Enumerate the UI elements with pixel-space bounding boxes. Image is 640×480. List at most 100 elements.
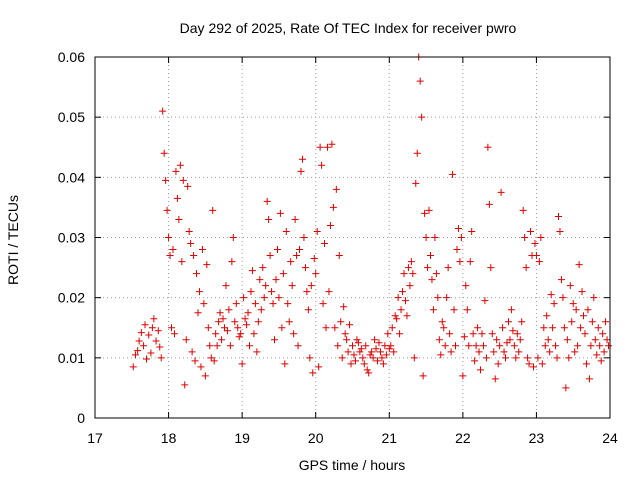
data-point bbox=[241, 315, 249, 323]
y-tick-label: 0.01 bbox=[58, 350, 85, 366]
data-point bbox=[288, 282, 296, 290]
data-point bbox=[406, 282, 414, 290]
data-point bbox=[269, 300, 277, 308]
data-point bbox=[300, 234, 308, 241]
data-point bbox=[602, 318, 610, 326]
data-point bbox=[168, 324, 176, 332]
data-point bbox=[212, 330, 220, 338]
data-point bbox=[323, 143, 331, 151]
data-point bbox=[541, 342, 549, 350]
data-point bbox=[438, 318, 446, 326]
data-point bbox=[262, 282, 270, 290]
data-point bbox=[357, 345, 365, 353]
data-point bbox=[449, 170, 457, 178]
data-point bbox=[525, 360, 533, 368]
data-point bbox=[481, 297, 489, 305]
data-point bbox=[316, 143, 324, 151]
data-point bbox=[365, 369, 373, 377]
data-point bbox=[268, 288, 276, 296]
data-point bbox=[560, 324, 568, 332]
data-point bbox=[228, 258, 236, 266]
data-point bbox=[335, 252, 343, 260]
data-point bbox=[213, 342, 221, 350]
data-point bbox=[426, 252, 434, 260]
data-point bbox=[569, 300, 577, 308]
data-point bbox=[178, 258, 186, 266]
data-point bbox=[422, 234, 430, 241]
data-point bbox=[447, 348, 455, 356]
data-point bbox=[368, 348, 376, 356]
data-point bbox=[260, 294, 268, 302]
data-point bbox=[478, 330, 486, 338]
data-point bbox=[547, 291, 555, 299]
data-point bbox=[534, 354, 542, 362]
data-point bbox=[216, 309, 224, 317]
data-point bbox=[309, 369, 317, 377]
data-point bbox=[524, 354, 532, 362]
data-point bbox=[515, 348, 523, 356]
data-point bbox=[275, 294, 283, 302]
data-point bbox=[429, 306, 437, 314]
data-point bbox=[443, 294, 451, 302]
data-point bbox=[360, 360, 368, 368]
data-point bbox=[235, 333, 243, 341]
data-point bbox=[257, 306, 265, 314]
data-point bbox=[237, 330, 245, 338]
data-point bbox=[452, 342, 459, 350]
data-point bbox=[147, 349, 155, 357]
data-point bbox=[265, 215, 273, 223]
data-point bbox=[206, 342, 214, 350]
data-point bbox=[157, 354, 165, 362]
data-point bbox=[279, 270, 287, 278]
data-point bbox=[359, 354, 367, 362]
data-point bbox=[603, 336, 611, 344]
data-point bbox=[582, 360, 590, 368]
data-point bbox=[580, 312, 588, 320]
data-point bbox=[479, 342, 487, 350]
data-point bbox=[351, 357, 359, 365]
data-point bbox=[453, 246, 461, 254]
data-point bbox=[441, 342, 449, 350]
data-point bbox=[135, 337, 143, 345]
data-point bbox=[374, 357, 382, 365]
data-point bbox=[468, 227, 476, 235]
data-point bbox=[587, 342, 595, 350]
data-point bbox=[565, 354, 573, 362]
data-point bbox=[154, 327, 162, 335]
data-point bbox=[529, 363, 537, 371]
data-point bbox=[334, 342, 342, 350]
data-point bbox=[251, 300, 259, 308]
data-point bbox=[338, 354, 346, 362]
data-point bbox=[165, 234, 173, 241]
data-point bbox=[353, 336, 361, 344]
data-point bbox=[585, 375, 593, 383]
data-point bbox=[129, 363, 137, 371]
data-point bbox=[263, 197, 271, 205]
data-point bbox=[540, 324, 548, 332]
data-point bbox=[346, 321, 354, 329]
data-point bbox=[231, 318, 239, 326]
data-point bbox=[331, 324, 339, 332]
data-point bbox=[340, 303, 348, 311]
data-point bbox=[416, 77, 424, 85]
y-tick-label: 0.06 bbox=[58, 49, 85, 65]
data-point bbox=[577, 324, 585, 332]
data-point bbox=[382, 351, 390, 359]
data-point bbox=[444, 264, 452, 272]
y-tick-label: 0.02 bbox=[58, 290, 85, 306]
data-point bbox=[435, 336, 443, 344]
data-point bbox=[596, 342, 604, 350]
data-point bbox=[512, 354, 520, 362]
data-point bbox=[356, 348, 364, 356]
data-point bbox=[418, 113, 426, 121]
data-point bbox=[194, 309, 202, 317]
data-point bbox=[575, 261, 583, 269]
data-point bbox=[493, 336, 501, 344]
data-point bbox=[466, 258, 474, 266]
data-point bbox=[209, 206, 217, 214]
data-point bbox=[485, 200, 493, 208]
data-point bbox=[188, 348, 196, 356]
data-point bbox=[556, 227, 564, 235]
data-point bbox=[197, 363, 205, 371]
